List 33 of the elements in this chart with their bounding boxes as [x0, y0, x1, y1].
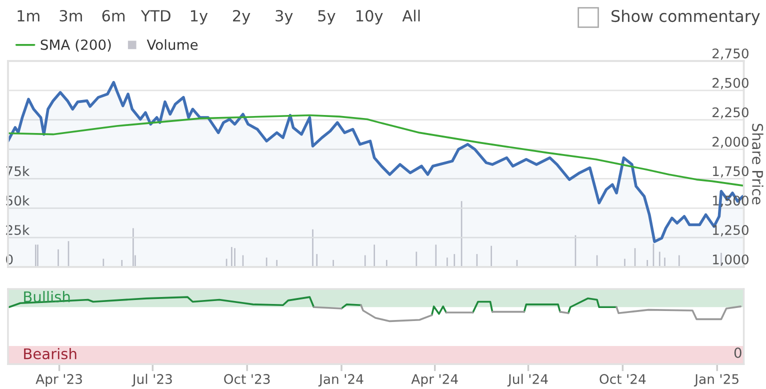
y2-tick-label: 1,250: [713, 225, 748, 236]
x-tick-label: Jan '24: [318, 374, 364, 386]
x-tick-label: Jul '23: [132, 374, 172, 386]
annotation: 0: [734, 347, 742, 358]
legend-label: Volume: [146, 39, 198, 50]
text: 5y: [318, 10, 336, 25]
x-tick-label: Apr '23: [36, 374, 82, 387]
legend-label: SMA (200): [40, 39, 111, 52]
text: 1y: [190, 10, 208, 25]
text: 6m: [102, 10, 125, 22]
band-label: Bearish: [24, 348, 76, 360]
band-label: Bullish: [24, 291, 70, 302]
text: All: [402, 10, 420, 22]
y2-tick-label: 2,500: [712, 78, 748, 90]
y2-tick-label: 1,000: [713, 254, 748, 266]
y2-tick-label: 1,750: [713, 166, 748, 178]
text: 3m: [60, 10, 82, 22]
text: 3y: [276, 10, 293, 25]
x-tick-label: Apr '24: [411, 374, 458, 387]
x-tick-label: Oct '24: [600, 374, 646, 384]
y-tick-label: 75k: [6, 166, 30, 176]
text: 1m: [18, 10, 40, 22]
y2-tick-label: 2,750: [712, 48, 748, 60]
y2-axis-title: Share Price: [752, 124, 764, 204]
text: 2y: [233, 10, 250, 25]
text: 10y: [356, 10, 383, 25]
text: Show commentary: [612, 10, 760, 26]
text: YTD: [140, 10, 170, 22]
x-tick-label: Jan '25: [694, 374, 738, 386]
y2-tick-label: 2,000: [712, 136, 748, 148]
x-tick-label: Oct '23: [224, 374, 270, 384]
x-tick-label: Jul '24: [507, 374, 548, 386]
y2-tick-label: 2,250: [712, 107, 748, 119]
